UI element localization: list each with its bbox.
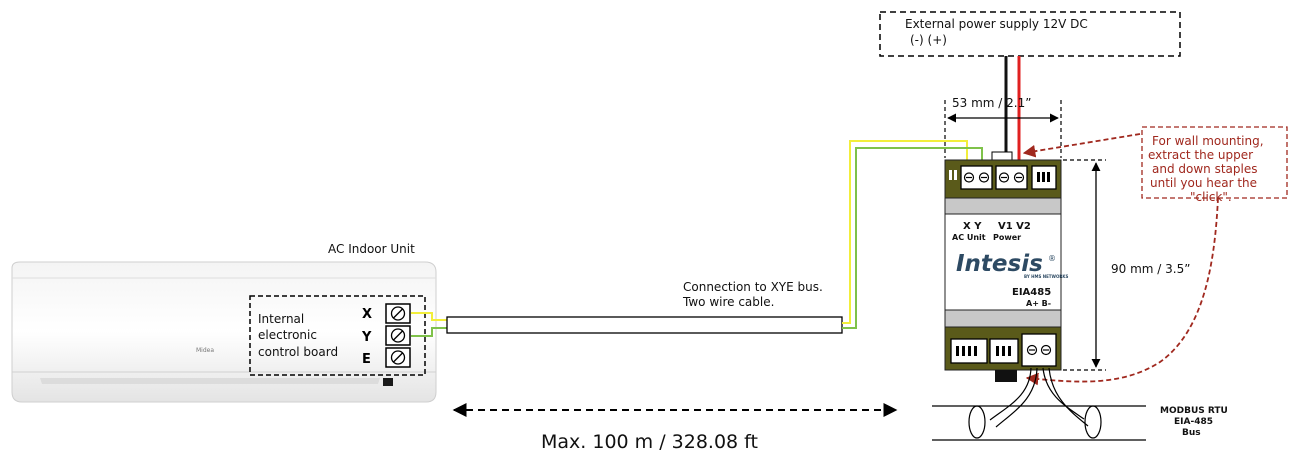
xye-cable: Connection to XYE bus. Two wire cable. M… bbox=[411, 140, 983, 453]
device-bottom-clip bbox=[995, 370, 1017, 382]
note-line-3: and down staples bbox=[1152, 162, 1257, 176]
ac-unit-title: AC Indoor Unit bbox=[328, 242, 415, 256]
port-xy-label: X Y bbox=[963, 221, 982, 232]
svg-text:E: E bbox=[362, 352, 371, 367]
ac-unit-body bbox=[11, 261, 437, 403]
device-body bbox=[944, 213, 1062, 311]
wire-yellow-right bbox=[842, 140, 968, 324]
note-line-5: "click". bbox=[1190, 190, 1232, 204]
bus-pins-label: A+ B- bbox=[1026, 299, 1051, 308]
note-arrow-top bbox=[1022, 133, 1141, 158]
brand-logo: Intesis bbox=[956, 251, 1043, 277]
svg-text:X: X bbox=[362, 307, 372, 322]
wire-yellow-left bbox=[411, 312, 448, 321]
control-board-box bbox=[249, 295, 426, 376]
board-label-line-3: control board bbox=[258, 345, 338, 359]
terminal-e: E bbox=[362, 347, 411, 368]
modbus-label-line-2: EIA-485 bbox=[1174, 417, 1213, 427]
ac-indoor-unit: AC Indoor Unit Midea Internal electronic… bbox=[11, 242, 437, 403]
power-supply: External power supply 12V DC (-) (+) bbox=[879, 11, 1181, 168]
height-dimension-label: 90 mm / 3.5” bbox=[1111, 262, 1190, 276]
board-label-line-2: electronic bbox=[258, 328, 317, 342]
max-distance-label: Max. 100 m / 328.08 ft bbox=[541, 431, 758, 453]
cable-clamp-right bbox=[1084, 405, 1102, 439]
port-power-sub: Power bbox=[993, 233, 1021, 242]
model-label: EIA485 bbox=[1012, 287, 1051, 298]
note-arrow-bottom bbox=[1025, 197, 1219, 386]
note-line-4: until you hear the bbox=[1150, 176, 1257, 190]
ac-display-window bbox=[383, 378, 393, 386]
registered-mark: ® bbox=[1048, 254, 1056, 263]
modbus-label-line-3: Bus bbox=[1182, 428, 1201, 438]
note-line-2: extract the upper bbox=[1148, 148, 1253, 162]
width-dimension-label: 53 mm / 2.1” bbox=[952, 96, 1031, 110]
power-supply-polarity: (-) (+) bbox=[910, 33, 947, 47]
svg-text:Y: Y bbox=[361, 330, 372, 345]
terminal-x: X bbox=[362, 303, 411, 324]
power-supply-box bbox=[879, 11, 1181, 57]
board-label-line-1: Internal bbox=[258, 312, 304, 326]
cable-label-line-1: Connection to XYE bus. bbox=[683, 280, 823, 294]
port-power-label: V1 V2 bbox=[998, 221, 1031, 232]
power-supply-title: External power supply 12V DC bbox=[905, 17, 1088, 31]
ac-logo: Midea bbox=[196, 347, 214, 354]
brand-byline: BY HMS NETWORKS bbox=[1024, 274, 1069, 279]
device-lower-grey-band bbox=[944, 309, 1062, 328]
device-upper-grey-band bbox=[944, 197, 1062, 215]
wire-green-left bbox=[411, 327, 448, 337]
cable-clamp-left bbox=[968, 405, 986, 439]
note-line-1: For wall mounting, bbox=[1152, 134, 1264, 148]
terminal-y: Y bbox=[361, 325, 411, 346]
xy-connector bbox=[960, 165, 993, 190]
cable-label-line-2: Two wire cable. bbox=[682, 295, 774, 309]
port-xy-sub: AC Unit bbox=[952, 233, 986, 242]
dimensions: 53 mm / 2.1” 90 mm / 3.5” bbox=[944, 96, 1190, 371]
power-connector bbox=[995, 165, 1028, 190]
modbus-bus: MODBUS RTU EIA-485 Bus bbox=[932, 367, 1228, 441]
cable-sheath bbox=[446, 316, 843, 334]
intesis-device: X Y V1 V2 AC Unit Power Intesis ® BY HMS… bbox=[944, 151, 1069, 382]
ac-air-outlet bbox=[40, 378, 380, 384]
wire-green-right bbox=[842, 147, 983, 329]
note-box bbox=[1141, 126, 1288, 199]
modbus-label-line-1: MODBUS RTU bbox=[1160, 406, 1228, 416]
wall-mount-note: For wall mounting, extract the upper and… bbox=[1022, 126, 1288, 386]
